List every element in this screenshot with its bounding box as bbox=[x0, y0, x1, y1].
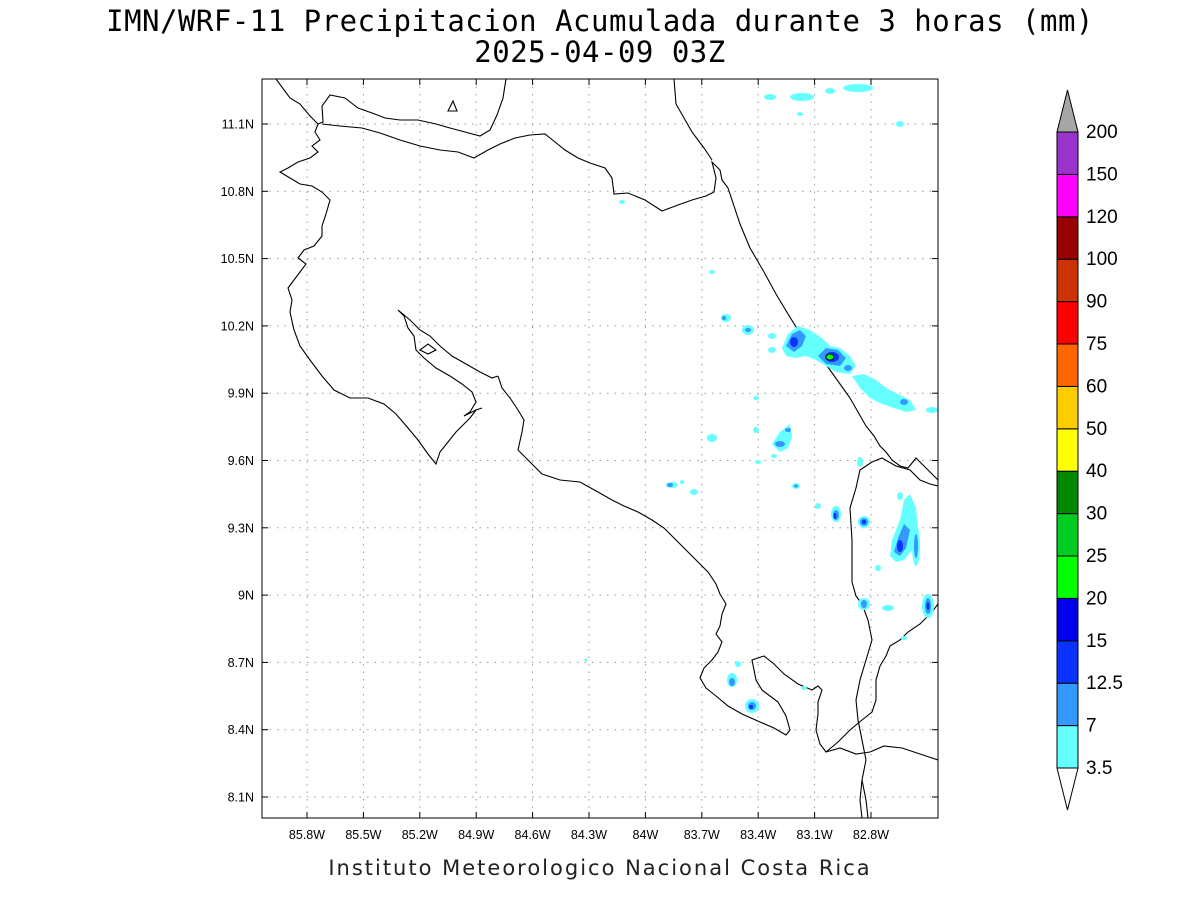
colorbar-level-label: 40 bbox=[1086, 461, 1107, 482]
colorbar-box bbox=[1056, 428, 1079, 472]
colorbar-box bbox=[1056, 555, 1079, 599]
lat-tick-label: 8.7N bbox=[228, 656, 254, 670]
panama-border bbox=[849, 457, 938, 582]
lon-tick-label: 84.3W bbox=[571, 828, 607, 842]
plot-frame bbox=[261, 78, 939, 819]
colorbar-box bbox=[1056, 385, 1079, 430]
lat-tick-label: 9.6N bbox=[228, 454, 254, 468]
lon-tick-label: 84.9W bbox=[458, 828, 494, 842]
colorbar-level-label: 60 bbox=[1086, 376, 1107, 397]
coastline-borders bbox=[275, 79, 938, 818]
panama-border-inner bbox=[861, 779, 869, 818]
colorbar-level-label: 25 bbox=[1086, 546, 1107, 567]
lat-tick-label: 10.8N bbox=[221, 185, 254, 199]
lon-tick-label: 85.8W bbox=[289, 828, 325, 842]
lon-tick-label: 85.2W bbox=[402, 828, 438, 842]
colorbar-level-label: 12.5 bbox=[1086, 673, 1123, 694]
colorbar-box bbox=[1056, 173, 1079, 218]
colorbar-legend: 3.5 7 12.5 15 20 25 30 40 50 60 75 90 100 120 150 200 bbox=[1056, 89, 1123, 811]
colorbar-level-label: 75 bbox=[1086, 334, 1107, 355]
nicaragua-caribbean-coast bbox=[673, 79, 713, 161]
guanacaste-coast bbox=[278, 123, 483, 466]
graticule-grid bbox=[262, 79, 938, 818]
colorbar-box bbox=[1056, 216, 1079, 260]
precipitation-patches bbox=[584, 84, 938, 713]
colorbar-box bbox=[1056, 640, 1079, 684]
lat-tick-label: 10.5N bbox=[221, 252, 254, 266]
central-pacific-coast bbox=[497, 375, 938, 753]
lat-tick-label: 8.1N bbox=[228, 791, 254, 805]
colorbar-under-triangle bbox=[1056, 767, 1079, 811]
colorbar-level-label: 100 bbox=[1086, 249, 1118, 270]
colorbar-box bbox=[1056, 343, 1079, 387]
colorbar-level-label: 3.5 bbox=[1086, 758, 1112, 779]
nicaragua-pacific-coast bbox=[275, 79, 507, 137]
lon-tick-label: 85.5W bbox=[345, 828, 381, 842]
colorbar-level-label: 15 bbox=[1086, 631, 1107, 652]
colorbar-box bbox=[1056, 682, 1079, 727]
lon-tick-label: 84W bbox=[633, 828, 659, 842]
colorbar-over-triangle bbox=[1056, 89, 1079, 133]
lat-tick-label: 9.9N bbox=[228, 387, 254, 401]
colorbar-box bbox=[1056, 470, 1079, 515]
island-outline bbox=[447, 99, 458, 112]
colorbar-level-label: 7 bbox=[1086, 716, 1097, 737]
lat-tick-label: 8.4N bbox=[228, 723, 254, 737]
longitude-tick-labels: 85.8W 85.5W 85.2W 84.9W 84.6W 84.3W 84W 83.7W 83… bbox=[289, 828, 889, 842]
colorbar-level-label: 150 bbox=[1086, 164, 1118, 185]
colorbar-box bbox=[1056, 513, 1079, 557]
lat-tick-label: 11.1N bbox=[222, 118, 254, 132]
caribbean-coast bbox=[727, 187, 938, 481]
lon-tick-label: 82.8W bbox=[853, 828, 889, 842]
chart-subtitle-date: 2025-04-09 03Z bbox=[474, 35, 726, 69]
lon-tick-label: 83.4W bbox=[740, 828, 776, 842]
colorbar-level-label: 30 bbox=[1086, 504, 1107, 525]
colorbar-level-label: 120 bbox=[1086, 207, 1118, 228]
lon-tick-label: 84.6W bbox=[515, 828, 551, 842]
latitude-tick-labels: 11.1N 10.8N 10.5N 10.2N 9.9N 9.6N 9.3N 9N 8.7N 8.… bbox=[221, 118, 254, 805]
footer-credit: Instituto Meteorologico Nacional Costa R… bbox=[328, 856, 872, 880]
colorbar-level-label: 20 bbox=[1086, 588, 1107, 609]
colorbar-level-label: 90 bbox=[1086, 292, 1107, 313]
lat-tick-label: 10.2N bbox=[221, 319, 254, 333]
lon-tick-label: 83.7W bbox=[684, 828, 720, 842]
colorbar-level-label: 50 bbox=[1086, 419, 1107, 440]
colorbar-box bbox=[1056, 131, 1079, 175]
panama-southeast-coast bbox=[825, 745, 938, 761]
lon-tick-label: 83.1W bbox=[797, 828, 833, 842]
north-border bbox=[321, 123, 729, 212]
colorbar-box bbox=[1056, 597, 1079, 642]
colorbar-box bbox=[1056, 258, 1079, 303]
colorbar-box bbox=[1056, 301, 1079, 345]
lat-tick-label: 9N bbox=[238, 589, 254, 603]
gulf-of-nicoya bbox=[397, 309, 499, 417]
lat-tick-label: 9.3N bbox=[228, 521, 254, 535]
colorbar-level-label: 200 bbox=[1086, 122, 1118, 143]
chart-title: IMN/WRF-11 Precipitacion Acumulada duran… bbox=[106, 4, 1094, 38]
colorbar-box bbox=[1056, 725, 1079, 769]
